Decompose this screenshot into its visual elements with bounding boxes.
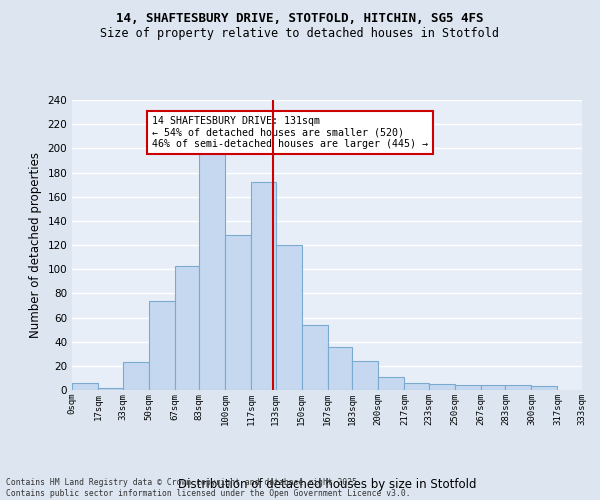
Bar	[275, 245, 302, 390]
Bar	[404, 383, 429, 390]
Bar	[251, 182, 275, 390]
Bar	[72, 383, 98, 390]
Bar	[328, 346, 352, 390]
Bar	[532, 386, 557, 390]
Bar	[175, 266, 199, 390]
Text: 14 SHAFTESBURY DRIVE: 131sqm
← 54% of detached houses are smaller (520)
46% of s: 14 SHAFTESBURY DRIVE: 131sqm ← 54% of de…	[152, 116, 428, 149]
Text: Size of property relative to detached houses in Stotfold: Size of property relative to detached ho…	[101, 28, 499, 40]
Bar	[98, 388, 122, 390]
X-axis label: Distribution of detached houses by size in Stotfold: Distribution of detached houses by size …	[178, 478, 476, 491]
Bar	[302, 325, 328, 390]
Bar	[481, 385, 505, 390]
Text: 14, SHAFTESBURY DRIVE, STOTFOLD, HITCHIN, SG5 4FS: 14, SHAFTESBURY DRIVE, STOTFOLD, HITCHIN…	[116, 12, 484, 26]
Text: Contains HM Land Registry data © Crown copyright and database right 2025.
Contai: Contains HM Land Registry data © Crown c…	[6, 478, 410, 498]
Bar	[199, 148, 225, 390]
Bar	[455, 385, 481, 390]
Bar	[352, 361, 379, 390]
Bar	[429, 384, 455, 390]
Y-axis label: Number of detached properties: Number of detached properties	[29, 152, 42, 338]
Bar	[225, 236, 251, 390]
Bar	[122, 362, 149, 390]
Bar	[379, 376, 404, 390]
Bar	[505, 385, 532, 390]
Bar	[149, 300, 175, 390]
